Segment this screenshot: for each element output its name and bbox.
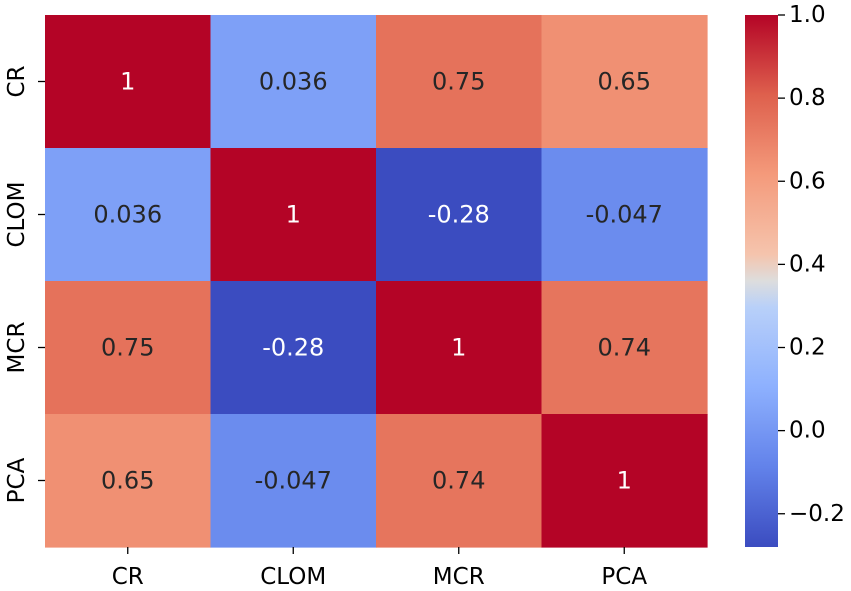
x-tick-label-clom: CLOM	[260, 564, 326, 590]
heatmap-cell-clom-pca	[541, 148, 708, 282]
heatmap-cell-pca-cr	[45, 414, 212, 548]
colorbar-tick-label: 0.6	[789, 168, 826, 194]
heatmap-cell-cr-pca	[541, 15, 708, 149]
heatmap-cell-mcr-mcr	[376, 281, 543, 415]
cell-annotation: 0.65	[598, 68, 651, 96]
y-axis-ticks: CR CLOM MCR PCA	[4, 65, 45, 503]
heatmap-cell-pca-clom	[210, 414, 377, 548]
heatmap-cell-cr-cr	[45, 15, 212, 149]
cell-annotation: 0.036	[259, 68, 328, 96]
cell-annotation: 0.74	[598, 334, 651, 362]
x-axis-ticks: CR CLOM MCR PCA	[112, 547, 647, 590]
heatmap-cell-cr-mcr	[376, 15, 543, 149]
cell-annotation: -0.047	[255, 467, 332, 495]
cell-annotation: 0.74	[432, 467, 485, 495]
cell-annotation: 0.65	[101, 467, 154, 495]
colorbar-tick-label: 0.4	[789, 251, 826, 277]
heatmap-cell-clom-cr	[45, 148, 212, 282]
heatmap-cell-pca-mcr	[376, 414, 543, 548]
cell-annotation: 0.036	[93, 201, 162, 229]
colorbar: 1.0 0.8 0.6 0.4 0.2 0.0 −0.2	[745, 2, 845, 547]
cell-annotation: 1	[286, 201, 301, 229]
x-tick-label-mcr: MCR	[433, 564, 485, 590]
cell-annotation: 0.75	[101, 334, 154, 362]
cell-annotation: 1	[451, 334, 466, 362]
y-tick-label-cr: CR	[4, 65, 30, 97]
colorbar-tick-label: 0.2	[789, 335, 826, 361]
colorbar-tick-label: 0.8	[789, 85, 826, 111]
heatmap-cell-clom-clom	[210, 148, 377, 282]
heatmap-cell-mcr-cr	[45, 281, 212, 415]
heatmap-cells	[45, 15, 708, 548]
y-tick-label-pca: PCA	[4, 457, 30, 503]
cell-annotation: 1	[120, 68, 135, 96]
x-tick-label-pca: PCA	[601, 564, 647, 590]
cell-annotation: 1	[617, 467, 632, 495]
cell-annotation: -0.047	[586, 201, 663, 229]
cell-annotation: -0.28	[262, 334, 324, 362]
cell-annotation: -0.28	[428, 201, 490, 229]
y-tick-label-mcr: MCR	[4, 322, 30, 374]
colorbar-tick-label: −0.2	[789, 501, 845, 527]
colorbar-gradient	[745, 15, 778, 547]
colorbar-tick-label: 1.0	[789, 2, 826, 28]
heatmap-cell-mcr-clom	[210, 281, 377, 415]
heatmap-cell-pca-pca	[541, 414, 708, 548]
heatmap-annotations: 1 0.036 0.75 0.65 0.036 1 -0.28 -0.047 0.75 -0.28…	[93, 68, 663, 495]
heatmap-cell-mcr-pca	[541, 281, 708, 415]
y-tick-label-clom: CLOM	[4, 181, 30, 247]
cell-annotation: 0.75	[432, 68, 485, 96]
heatmap-cell-clom-mcr	[376, 148, 543, 282]
x-tick-label-cr: CR	[112, 564, 144, 590]
colorbar-tick-label: 0.0	[789, 418, 826, 444]
heatmap-cell-cr-clom	[210, 15, 377, 149]
